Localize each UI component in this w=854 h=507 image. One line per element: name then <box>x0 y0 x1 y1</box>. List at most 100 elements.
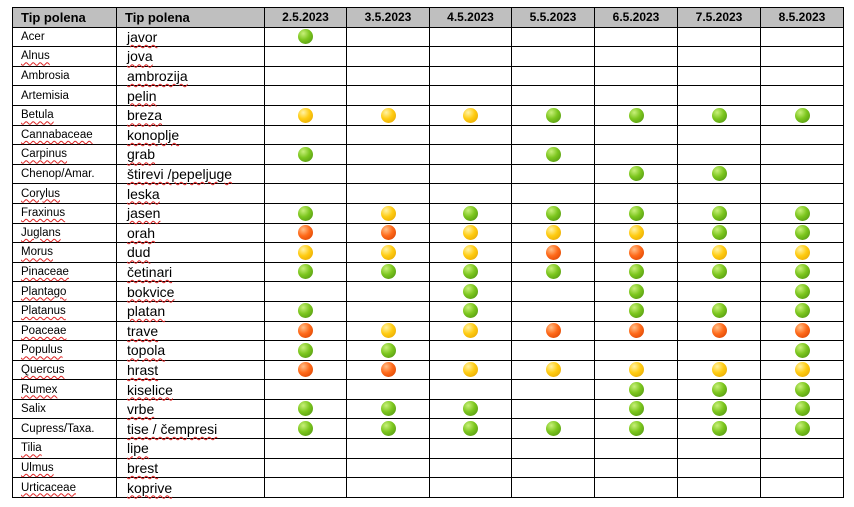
level-cell <box>594 202 678 224</box>
level-cell <box>677 379 761 400</box>
header-date: 5.5.2023 <box>511 7 595 28</box>
green-level-dot-icon <box>545 146 561 162</box>
level-cell <box>594 85 678 106</box>
level-cell <box>677 183 761 204</box>
green-level-dot-icon <box>463 401 478 417</box>
green-level-dot-icon <box>711 381 727 397</box>
latin-name-cell: Fraxinus <box>12 202 117 224</box>
level-cell <box>677 26 761 48</box>
level-cell <box>346 104 430 126</box>
table-row: Alnus jova <box>12 46 844 67</box>
table-row: Plantago bokvice <box>12 281 844 302</box>
level-cell <box>594 261 678 283</box>
yellow-level-dot-icon <box>794 244 810 260</box>
slovene-name-cell: ambrozija <box>116 65 265 87</box>
level-cell <box>511 65 595 87</box>
header-date: 8.5.2023 <box>760 7 844 28</box>
orange-level-dot-icon <box>545 244 561 260</box>
level-cell <box>429 144 512 165</box>
level-cell <box>346 163 430 185</box>
green-level-dot-icon <box>298 146 313 162</box>
slovene-name-cell: orah <box>116 222 265 244</box>
table-row: Tilia lipe <box>12 438 844 459</box>
level-cell <box>677 261 761 283</box>
level-cell <box>264 300 347 322</box>
table-row: Rumex kiselice <box>12 379 844 400</box>
header-latin: Tip polena <box>12 7 117 28</box>
level-cell <box>594 104 678 126</box>
level-cell <box>760 398 844 420</box>
slovene-name-cell: dud <box>116 242 265 263</box>
level-cell <box>511 398 595 420</box>
orange-level-dot-icon <box>628 323 644 339</box>
level-cell <box>429 300 512 322</box>
level-cell <box>264 320 347 342</box>
yellow-level-dot-icon <box>380 323 396 339</box>
orange-level-dot-icon <box>711 323 727 339</box>
green-level-dot-icon <box>463 264 478 280</box>
green-level-dot-icon <box>463 283 478 299</box>
level-cell <box>594 398 678 420</box>
level-cell <box>429 222 512 244</box>
level-cell <box>346 300 430 322</box>
header-row: Tip polena Tip polena 2.5.2023 3.5.2023 … <box>12 7 844 28</box>
level-cell <box>760 418 844 440</box>
level-cell <box>511 281 595 302</box>
yellow-level-dot-icon <box>463 225 478 241</box>
slovene-name-cell: tise / čempresi <box>116 418 265 440</box>
level-cell <box>429 379 512 400</box>
slovene-name-cell: breza <box>116 104 265 126</box>
level-cell <box>677 85 761 106</box>
orange-level-dot-icon <box>298 225 313 241</box>
green-level-dot-icon <box>711 166 727 182</box>
level-cell <box>677 163 761 185</box>
orange-level-dot-icon <box>628 244 644 260</box>
orange-level-dot-icon <box>794 323 810 339</box>
yellow-level-dot-icon <box>463 244 478 260</box>
level-cell <box>760 340 844 361</box>
level-cell <box>346 46 430 67</box>
slovene-name-cell: kiselice <box>116 379 265 400</box>
level-cell <box>677 65 761 87</box>
level-cell <box>429 438 512 459</box>
level-cell <box>760 46 844 67</box>
green-level-dot-icon <box>794 283 810 299</box>
green-level-dot-icon <box>380 421 396 437</box>
level-cell <box>511 46 595 67</box>
green-level-dot-icon <box>628 381 644 397</box>
level-cell <box>346 418 430 440</box>
level-cell <box>594 222 678 244</box>
slovene-name-cell: platan <box>116 300 265 322</box>
level-cell <box>677 124 761 146</box>
slovene-name-cell: četinari <box>116 261 265 283</box>
slovene-name-cell: lipe <box>116 438 265 459</box>
level-cell <box>511 418 595 440</box>
level-cell <box>594 359 678 381</box>
green-level-dot-icon <box>794 342 810 358</box>
level-cell <box>346 222 430 244</box>
orange-level-dot-icon <box>298 323 313 339</box>
level-cell <box>264 46 347 67</box>
level-cell <box>760 457 844 479</box>
level-cell <box>511 85 595 106</box>
green-level-dot-icon <box>545 264 561 280</box>
level-cell <box>677 477 761 498</box>
level-cell <box>264 418 347 440</box>
pollen-table: Tip polena Tip polena 2.5.2023 3.5.2023 … <box>12 7 844 498</box>
level-cell <box>264 222 347 244</box>
green-level-dot-icon <box>463 205 478 221</box>
level-cell <box>594 457 678 479</box>
table-row: Carpinus grab <box>12 144 844 165</box>
level-cell <box>264 144 347 165</box>
table-row: Pinaceae četinari <box>12 261 844 283</box>
level-cell <box>511 124 595 146</box>
latin-name-cell: Juglans <box>12 222 117 244</box>
level-cell <box>346 202 430 224</box>
slovene-name-cell: koprive <box>116 477 265 498</box>
green-level-dot-icon <box>628 283 644 299</box>
level-cell <box>429 65 512 87</box>
level-cell <box>594 379 678 400</box>
table-row: Cannabaceae konoplje <box>12 124 844 146</box>
yellow-level-dot-icon <box>794 362 810 378</box>
green-level-dot-icon <box>463 421 478 437</box>
